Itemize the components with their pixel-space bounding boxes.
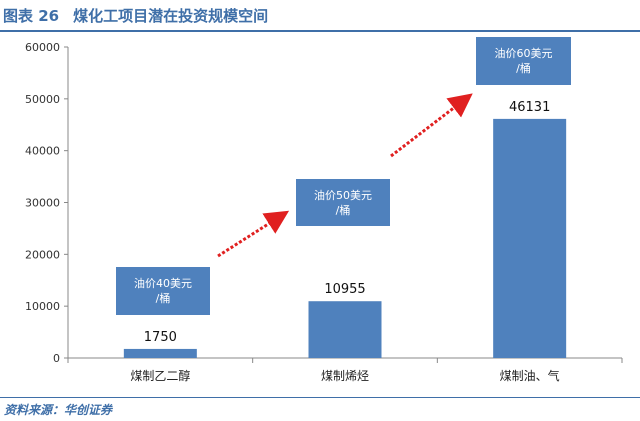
bar <box>308 301 382 358</box>
x-axis <box>67 357 623 363</box>
bar-chart: 0 10000 20000 30000 40000 50000 60000 1750 煤制乙二… <box>25 41 623 383</box>
callout-oil-50: 油价50美元/桶 <box>296 179 390 226</box>
callout-oil-40: 油价40美元/桶 <box>116 267 210 315</box>
y-tick-label: 20000 <box>25 248 60 261</box>
trend-arrows <box>217 93 473 258</box>
footer-rule <box>0 397 640 398</box>
callout-oil-60: 油价60美元/桶 <box>476 37 571 85</box>
figure-title: 煤化工项目潜在投资规模空间 <box>73 6 269 25</box>
callout-oil-40-line1: 油价40美元 <box>134 277 192 290</box>
y-tick-label: 40000 <box>25 145 60 158</box>
x-category-label: 煤制烯烃 <box>321 369 369 383</box>
source-note: 资料来源：华创证券 <box>4 403 113 417</box>
figure-header: 图表 26 煤化工项目潜在投资规模空间 <box>0 0 640 30</box>
y-tick-label: 30000 <box>25 197 60 210</box>
y-tick-label: 0 <box>53 352 60 365</box>
callout-oil-60-line1: 油价60美元 <box>494 47 553 60</box>
bar <box>493 118 567 358</box>
y-axis: 0 10000 20000 30000 40000 50000 60000 <box>25 41 69 365</box>
y-tick-label: 60000 <box>25 41 60 54</box>
bar <box>123 348 197 358</box>
x-category-label: 煤制乙二醇 <box>130 368 190 383</box>
y-tick-label: 10000 <box>25 300 60 313</box>
y-tick-label: 50000 <box>25 93 60 106</box>
header-rule <box>0 30 640 32</box>
figure-label: 图表 26 <box>3 6 60 25</box>
callout-oil-60-line2: /桶 <box>516 62 531 75</box>
callout-oil-50-line1: 油价50美元 <box>314 188 372 202</box>
trend-arrow <box>217 210 290 258</box>
bar-value-label: 1750 <box>144 330 177 345</box>
x-category-label: 煤制油、气 <box>500 368 560 383</box>
trend-arrow <box>390 93 473 158</box>
bar-value-label: 46131 <box>509 100 550 115</box>
callout-oil-40-line2: /桶 <box>155 292 171 305</box>
bars: 1750 煤制乙二醇 10955 煤制烯烃 46131 煤制油、气 <box>123 100 567 383</box>
bar-value-label: 10955 <box>324 282 365 297</box>
callout-oil-50-line2: /桶 <box>335 203 351 217</box>
